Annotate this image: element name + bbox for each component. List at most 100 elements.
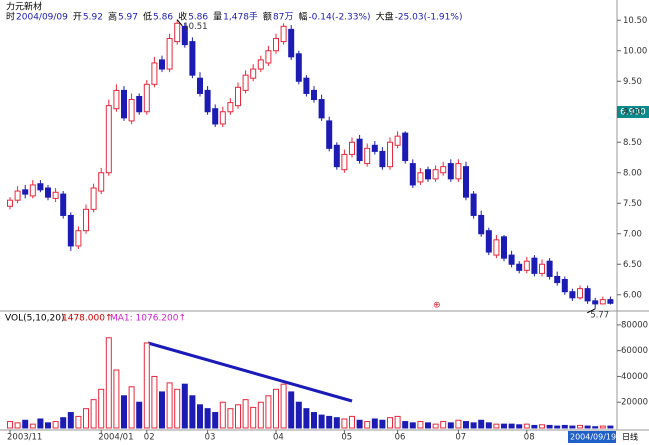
event-icon: ⊕	[433, 301, 441, 311]
candle-body	[387, 141, 393, 168]
candle-body	[75, 230, 82, 247]
candle-body	[523, 260, 530, 271]
volume-bar	[159, 391, 165, 429]
y-tick-label: 9.50	[623, 77, 642, 87]
info-line: 时 2004/09/09 开 5.92 高 5.97 低 5.86 收 5.86 量 1,478手额 8…	[6, 11, 462, 23]
volume-bar	[318, 414, 325, 429]
volume-bar	[599, 425, 606, 429]
volume-bar	[356, 419, 363, 429]
candle-body	[7, 199, 13, 207]
volume-bar	[417, 421, 424, 429]
volume-bar	[60, 417, 67, 429]
volume-bar	[584, 425, 591, 429]
volume-bar	[75, 415, 82, 429]
candle-body	[273, 38, 279, 52]
volume-bar	[136, 401, 143, 429]
volume-bar	[29, 423, 36, 429]
candle-body	[288, 28, 295, 58]
candle-body	[485, 230, 492, 253]
volume-bar	[273, 388, 279, 429]
candle-body	[356, 138, 363, 162]
volume-bar	[432, 423, 439, 429]
candle-body	[22, 189, 29, 195]
x-tick-label: 02	[144, 433, 155, 443]
candle-body	[235, 86, 241, 107]
info-value: -0.14(-2.33%)	[308, 13, 370, 23]
volume-bar	[326, 415, 333, 429]
candle-body	[295, 53, 302, 82]
volume-bar	[577, 424, 583, 429]
candle-body	[45, 187, 51, 198]
volume-bar	[235, 404, 241, 429]
high-label: 10.51	[183, 22, 207, 32]
candle-body	[546, 260, 553, 277]
candle-body	[569, 291, 576, 299]
volume-bar	[501, 423, 507, 429]
y-tick-label: 7.50	[623, 199, 642, 209]
volume-bar	[592, 426, 599, 429]
volume-bar	[478, 419, 485, 429]
volume-bar	[52, 421, 59, 429]
y-tick-label: 10.00	[623, 46, 647, 56]
candle-body	[333, 144, 340, 168]
volume-bar	[394, 415, 401, 429]
volume-bar	[447, 422, 454, 429]
candle-body	[501, 236, 507, 259]
candle-body	[584, 288, 591, 302]
volume-bar	[105, 337, 112, 429]
candle-body	[204, 89, 211, 113]
candle-body	[128, 99, 135, 122]
x-tick-label: 06	[395, 433, 406, 443]
candle-body	[311, 89, 317, 101]
info-label: 收	[178, 11, 187, 23]
info-label: 幅	[298, 11, 307, 23]
volume-bar	[45, 422, 51, 429]
candle-body	[151, 62, 158, 85]
info-label: 大盘	[376, 11, 394, 23]
candle-body	[577, 288, 583, 299]
candle-body	[265, 50, 272, 64]
volume-bar	[67, 412, 74, 429]
info-label: 开	[73, 12, 82, 23]
candle-body	[425, 169, 431, 180]
volume-bar	[425, 422, 431, 429]
candle-body	[250, 68, 257, 79]
volume-bar	[508, 423, 515, 429]
volume-bar	[242, 399, 249, 429]
volume-bar	[212, 412, 219, 429]
volume-bar	[546, 424, 553, 429]
volume-tick-label: 60000	[621, 346, 648, 356]
candle-body	[508, 254, 515, 265]
candle-body	[37, 183, 44, 191]
period-label: 日线	[622, 432, 638, 442]
volume-bar	[90, 399, 97, 429]
candle-body	[219, 111, 226, 125]
candle-body	[592, 300, 599, 305]
y-tick-label: 6.00	[623, 290, 642, 300]
volume-bar	[569, 425, 576, 429]
volume-bar	[189, 395, 196, 429]
candle-body	[67, 214, 74, 247]
trend-line	[147, 341, 353, 403]
volume-bar	[402, 421, 409, 429]
candle-body	[402, 132, 409, 162]
candle-body	[440, 166, 447, 174]
volume-title: VOL(5,10,20)	[5, 314, 64, 324]
candle-body	[159, 59, 165, 70]
volume-bar	[409, 422, 416, 429]
candle-body	[113, 89, 120, 110]
low-pointer	[586, 308, 596, 314]
volume-bar	[83, 408, 89, 429]
info-value: 87万	[273, 13, 293, 23]
volume-bar	[166, 382, 173, 429]
volume-tick-label: 20000	[621, 398, 648, 408]
volume-bar	[387, 417, 393, 429]
volume-bar	[607, 425, 614, 429]
volume-bar	[257, 401, 264, 429]
volume-bar	[539, 424, 545, 429]
volume-bar	[7, 421, 13, 429]
candle-body	[341, 153, 348, 171]
volume-bar	[523, 423, 530, 429]
info-value: 5.86	[188, 13, 208, 23]
